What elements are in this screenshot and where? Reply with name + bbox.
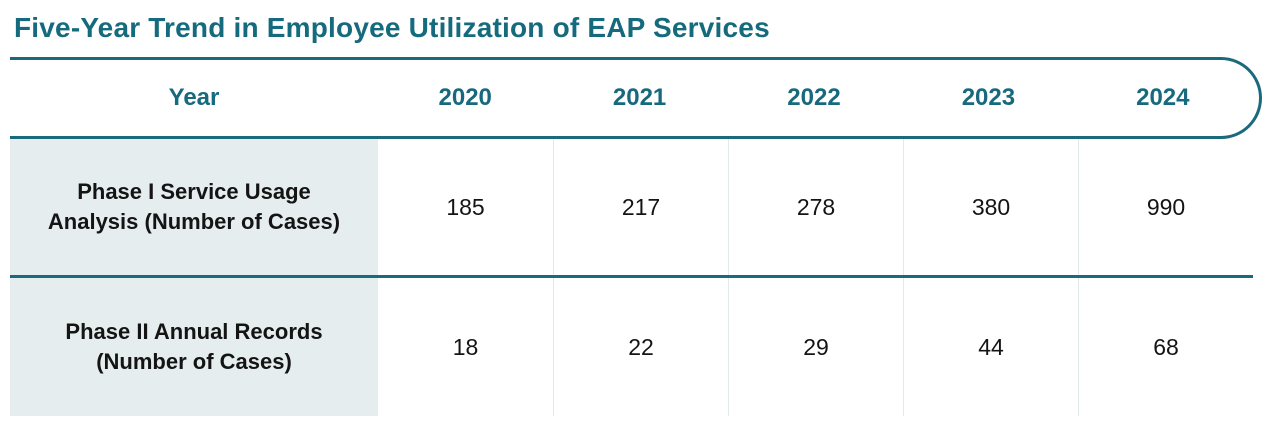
value-cell-phase2-2021: 22 — [553, 278, 728, 416]
value-cell-phase1-2021: 217 — [553, 139, 728, 275]
row-label-phase1: Phase I Service Usage Analysis (Number o… — [47, 179, 341, 234]
column-header-2022: 2022 — [787, 84, 841, 111]
value-cell-phase2-2024: 68 — [1078, 278, 1253, 416]
column-header-year: Year — [168, 84, 220, 111]
value-cell-phase1-2020: 185 — [378, 139, 553, 275]
eap-utilization-table: Year 2020 2021 2022 2023 2024 Phase I Se… — [10, 57, 1262, 416]
column-header-2023: 2023 — [961, 84, 1016, 111]
row-label-cell-phase2: Phase II Annual Records (Number of Cases… — [10, 278, 378, 416]
table-row-phase1: Phase I Service Usage Analysis (Number o… — [10, 139, 1253, 278]
value-cell-phase2-2022: 29 — [728, 278, 903, 416]
value-cell-phase1-2024: 990 — [1078, 139, 1253, 275]
column-header-2020: 2020 — [438, 84, 492, 111]
column-header-2021: 2021 — [612, 84, 667, 111]
value-cell-phase2-2020: 18 — [378, 278, 553, 416]
value-cell-phase1-2023: 380 — [903, 139, 1078, 275]
row-label-phase2: Phase II Annual Records (Number of Cases… — [65, 319, 323, 374]
row-label-cell-phase1: Phase I Service Usage Analysis (Number o… — [10, 139, 378, 275]
value-cell-phase1-2022: 278 — [728, 139, 903, 275]
table-header-row: Year 2020 2021 2022 2023 2024 — [10, 57, 1262, 139]
page-title: Five-Year Trend in Employee Utilization … — [14, 12, 770, 43]
value-cell-phase2-2023: 44 — [903, 278, 1078, 416]
column-header-2024: 2024 — [1136, 84, 1190, 111]
table-row-phase2: Phase II Annual Records (Number of Cases… — [10, 278, 1253, 416]
